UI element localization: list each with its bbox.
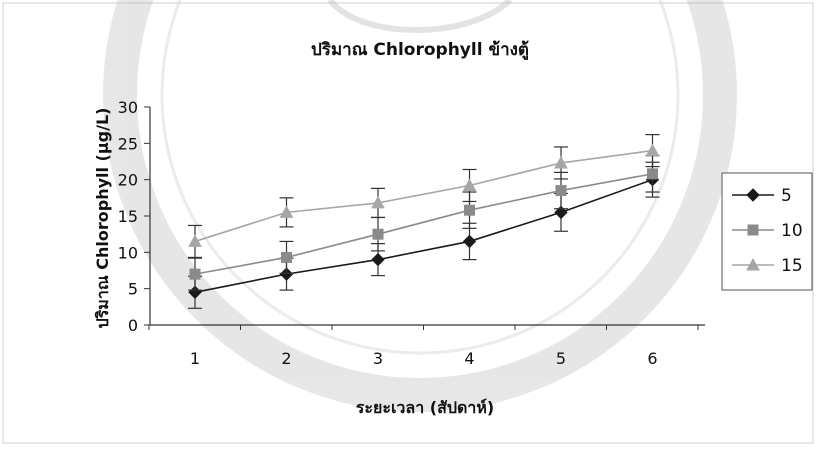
chart-border <box>2 2 814 444</box>
series-line <box>194 173 653 275</box>
data-point-diamond <box>279 267 294 281</box>
legend: 5 10 15 <box>721 172 813 291</box>
data-point-square <box>747 224 759 236</box>
legend-box <box>721 172 813 291</box>
data-point-diamond <box>746 188 760 202</box>
data-point-triangle <box>188 234 202 247</box>
data-point-triangle <box>279 205 294 218</box>
x-axis-label: ระยะเวลา (สัปดาห์) <box>356 398 494 417</box>
legend-label: 15 <box>781 256 803 276</box>
data-point-triangle <box>746 257 760 271</box>
series-10 <box>188 155 660 291</box>
x-tick-label: 5 <box>556 349 566 368</box>
data-point-square <box>281 251 292 263</box>
data-point-square <box>647 168 658 180</box>
series-layer <box>188 134 660 309</box>
y-tick-label: 5 <box>128 280 138 299</box>
data-point-square <box>464 204 475 216</box>
university-seal-watermark <box>103 0 737 412</box>
series-line <box>194 149 653 243</box>
y-axis-label: ปริมาณ Chlorophyll (µg/L) <box>93 108 112 329</box>
data-point-triangle <box>371 195 385 209</box>
y-tick-label: 10 <box>118 243 138 262</box>
y-tick-label: 25 <box>118 134 138 153</box>
y-tick-label: 30 <box>118 98 138 117</box>
x-tick-label: 4 <box>464 349 474 368</box>
x-tick-label: 3 <box>373 349 383 368</box>
series-15 <box>188 134 660 259</box>
chart-title: ปริมาณ Chlorophyll ข้างตู้ <box>311 40 529 61</box>
x-tick-label: 6 <box>647 349 657 368</box>
x-tick-label: 1 <box>190 349 200 368</box>
x-tick-label: 2 <box>281 349 291 368</box>
data-point-diamond <box>554 205 568 220</box>
y-tick-label: 0 <box>128 316 138 335</box>
data-point-diamond <box>462 234 477 249</box>
legend-label: 5 <box>781 186 792 206</box>
data-point-square <box>189 268 201 280</box>
data-point-square <box>555 185 567 197</box>
legend-label: 10 <box>781 221 803 241</box>
y-tick-label: 15 <box>118 207 138 226</box>
data-point-triangle <box>462 178 477 191</box>
series-line <box>194 178 653 294</box>
data-point-triangle <box>554 155 568 169</box>
y-tick-label: 20 <box>118 171 138 190</box>
data-point-triangle <box>645 143 660 157</box>
axes: 0 5 10 15 20 25 30 1 2 3 4 5 6 <box>118 98 705 368</box>
data-point-diamond <box>371 252 385 267</box>
data-point-square <box>372 228 384 240</box>
